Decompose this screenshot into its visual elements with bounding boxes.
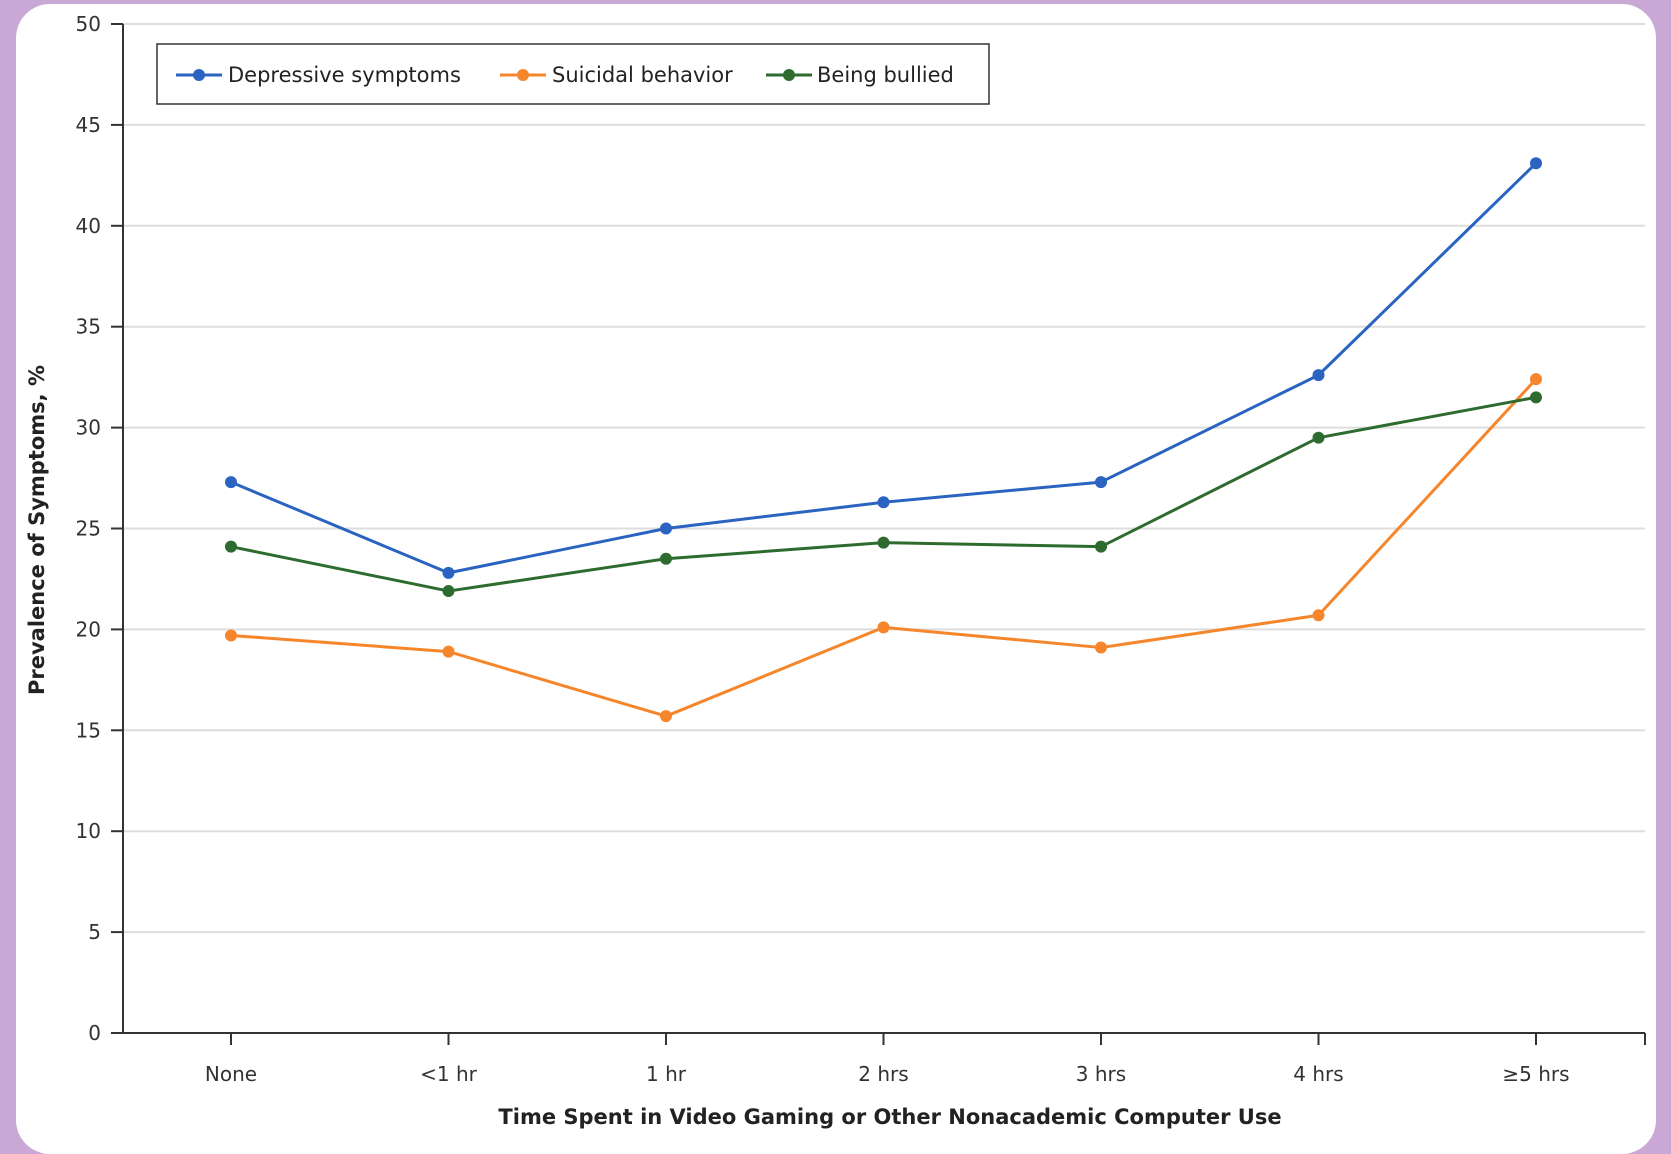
data-point (225, 476, 237, 489)
y-tick-label: 25 (76, 517, 101, 541)
legend-swatch-marker (783, 69, 795, 81)
series-depressive-symptoms (225, 157, 1542, 579)
legend-box (156, 43, 990, 105)
x-axis-ticks: None <1 hr 1 hr 2 hrs 3 hrs 4 hrs ≥5 hrs (205, 1033, 1646, 1086)
x-tick-label: ≥5 hrs (1502, 1062, 1569, 1086)
series-line (230, 162, 1538, 575)
series-line (230, 395, 1537, 593)
y-tick-label: 30 (76, 416, 101, 440)
data-point (660, 522, 672, 535)
data-point (442, 566, 455, 579)
y-tick-label: 15 (76, 718, 101, 742)
data-point (1095, 476, 1107, 489)
y-tick-label: 0 (88, 1021, 101, 1045)
series-suicidal-behavior (225, 373, 1542, 723)
data-point (660, 552, 672, 565)
legend-swatch-marker (517, 69, 529, 81)
data-point (1312, 431, 1325, 444)
legend-label: Suicidal behavior (552, 63, 733, 87)
data-point (225, 629, 237, 642)
data-point (1530, 157, 1542, 170)
y-tick-label: 45 (76, 113, 101, 137)
y-axis-ticks: 0 5 10 15 20 25 30 35 40 45 50 (76, 12, 123, 1045)
legend-label: Being bullied (817, 63, 954, 87)
data-point (877, 496, 890, 509)
x-tick-label: 2 hrs (858, 1062, 908, 1086)
gridlines (123, 23, 1645, 934)
y-axis-title: Prevalence of Symptoms, % (25, 365, 49, 695)
y-tick-label: 50 (76, 12, 101, 36)
x-tick-label: <1 hr (420, 1062, 478, 1086)
x-tick-label: 4 hrs (1293, 1062, 1343, 1086)
data-point (1095, 641, 1107, 654)
data-point (1312, 369, 1325, 382)
y-tick-label: 40 (76, 214, 101, 238)
series-being-bullied (225, 391, 1542, 598)
x-tick-label: 3 hrs (1076, 1062, 1126, 1086)
legend-swatch-marker (193, 69, 205, 81)
data-point (1530, 373, 1542, 386)
legend-item-depressive-symptoms: Depressive symptoms (176, 63, 461, 87)
y-tick-label: 20 (76, 617, 101, 641)
x-axis-title: Time Spent in Video Gaming or Other Nona… (498, 1105, 1281, 1129)
series-lines (225, 157, 1542, 723)
y-tick-label: 5 (88, 920, 101, 944)
data-point (1530, 391, 1542, 404)
x-tick-label: None (205, 1062, 257, 1086)
data-point (442, 645, 455, 658)
legend: Depressive symptoms Suicidal behavior Be… (156, 43, 990, 105)
data-point (660, 710, 672, 723)
legend-item-being-bullied: Being bullied (766, 63, 954, 87)
legend-label: Depressive symptoms (228, 63, 461, 87)
data-point (877, 536, 890, 549)
legend-item-suicidal-behavior: Suicidal behavior (500, 63, 733, 87)
x-tick-label: 1 hr (646, 1062, 687, 1086)
data-point (442, 585, 455, 598)
chart-panel (16, 4, 1656, 1154)
data-point (1312, 609, 1325, 622)
y-tick-label: 35 (76, 315, 101, 339)
y-tick-label: 10 (76, 819, 101, 843)
data-point (225, 540, 237, 553)
data-point (1095, 540, 1107, 553)
data-point (877, 621, 890, 634)
